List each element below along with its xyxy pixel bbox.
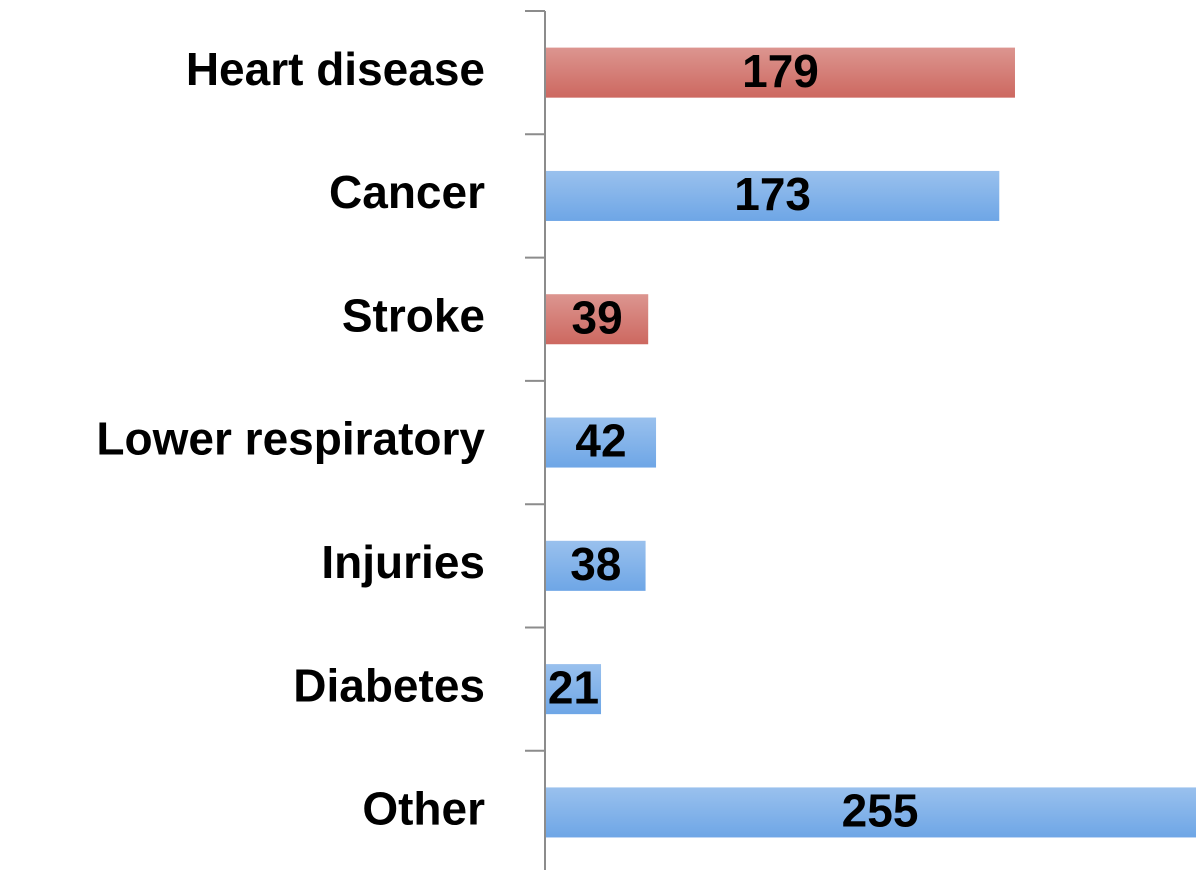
bar-shine [546, 47, 1015, 98]
value-label: 39 [572, 291, 623, 343]
category-label: Injuries [321, 536, 485, 588]
value-label: 179 [742, 45, 819, 97]
bar-shine [546, 294, 649, 345]
category-label: Heart disease [186, 43, 485, 95]
category-label: Other [362, 783, 485, 835]
category-label: Stroke [342, 289, 485, 341]
value-label: 38 [570, 538, 621, 590]
value-label: 255 [842, 785, 919, 837]
value-label: 173 [734, 168, 811, 220]
value-label: 42 [575, 415, 626, 467]
bar-shine [546, 787, 1196, 838]
bar-shine [546, 170, 1000, 221]
bar-shine [546, 664, 602, 715]
category-label: Cancer [329, 166, 485, 218]
category-label: Diabetes [293, 659, 485, 711]
bar-shine [546, 540, 646, 591]
category-label: Lower respiratory [96, 413, 485, 465]
bar-shine [546, 417, 657, 468]
value-label: 21 [548, 661, 599, 713]
